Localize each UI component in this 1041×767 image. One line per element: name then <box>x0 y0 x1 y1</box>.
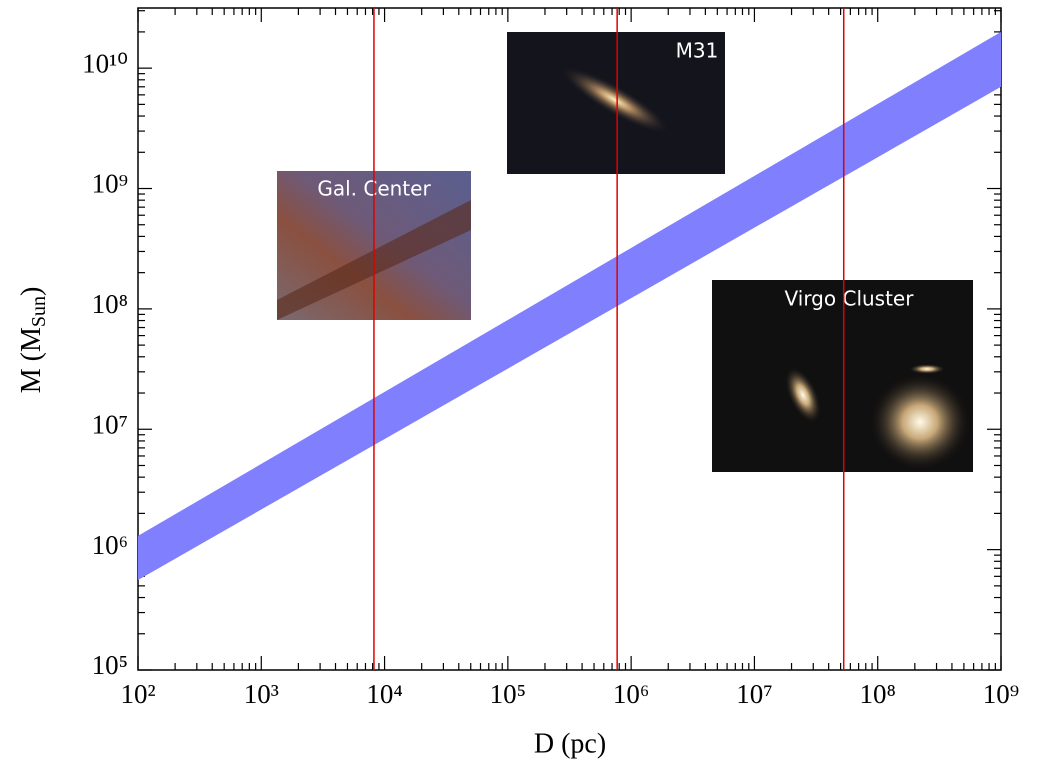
y-tick-label: 10⁶ <box>92 530 128 560</box>
y-tick-label: 10⁷ <box>92 409 128 439</box>
y-title-end: ) <box>16 287 47 296</box>
y-tick-label: 10⁸ <box>92 289 128 319</box>
inset-label: M31 <box>676 39 719 63</box>
x-tick-label: 10² <box>120 679 155 709</box>
x-tick-label: 10⁴ <box>366 679 402 709</box>
x-tick-label: 10⁷ <box>736 679 772 709</box>
y-tick-label: 10¹⁰ <box>82 48 128 78</box>
x-axis-title: D (pc) <box>534 728 606 759</box>
y-tick-label: 10⁵ <box>92 650 128 680</box>
x-tick-label: 10⁶ <box>613 679 649 709</box>
x-tick-label: 10³ <box>244 679 279 709</box>
chart: D (pc) M (MSun) Gal. CenterM31Virgo Clus… <box>0 0 1041 767</box>
y-title-main: M (M <box>16 327 47 393</box>
x-tick-label: 10⁹ <box>983 679 1019 709</box>
y-axis-title: M (MSun) <box>16 287 49 394</box>
y-title-sub: Sun <box>28 296 50 327</box>
x-tick-label: 10⁸ <box>860 679 896 709</box>
inset-label: Virgo Cluster <box>785 287 915 311</box>
x-tick-label: 10⁵ <box>490 679 526 709</box>
y-tick-label: 10⁹ <box>92 169 128 199</box>
